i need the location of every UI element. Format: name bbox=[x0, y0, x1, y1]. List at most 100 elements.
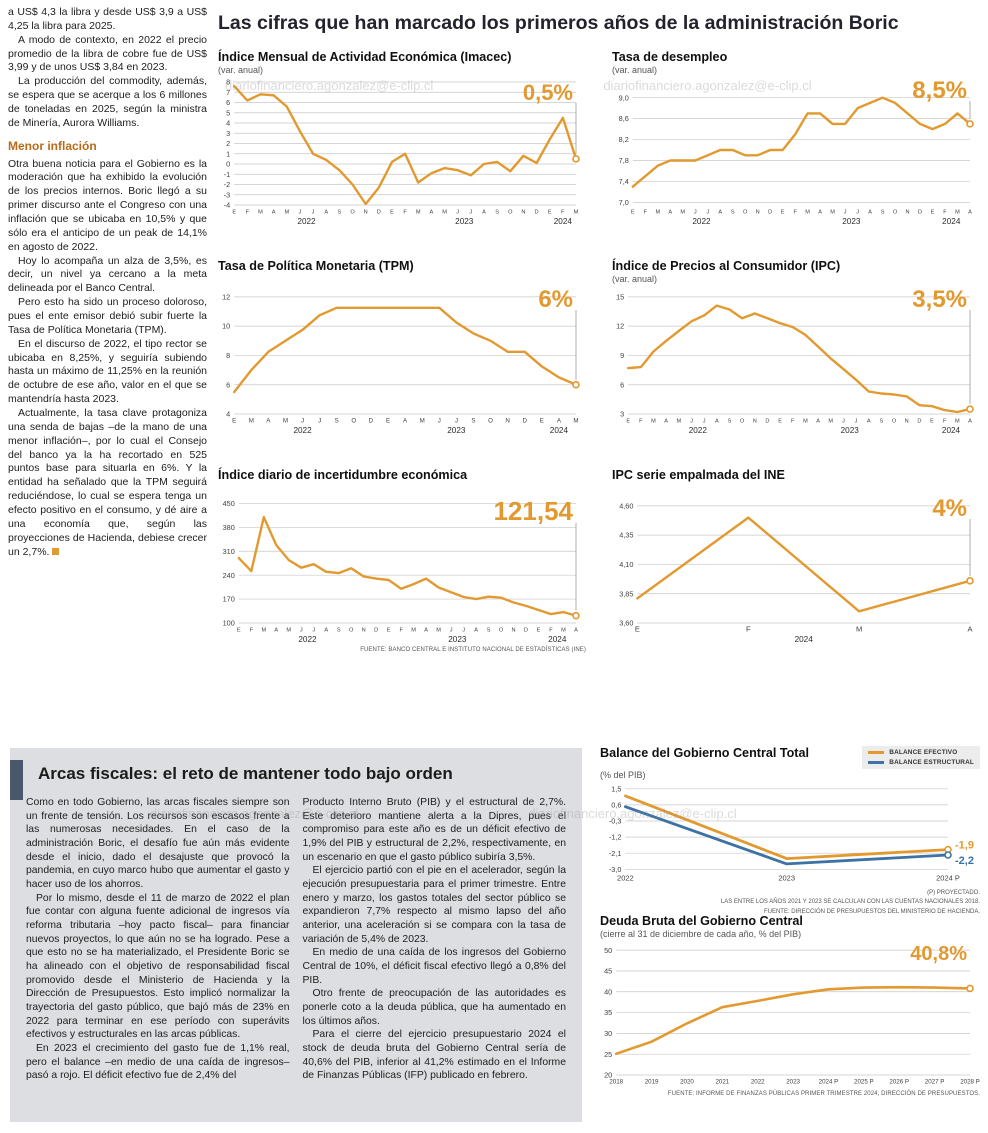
chart-title: Tasa de Política Monetaria (TPM) bbox=[218, 259, 414, 273]
chart-subtitle bbox=[218, 274, 586, 285]
svg-text:M: M bbox=[828, 419, 833, 425]
chart-plot-tpm: 12 10 8 6 4 E M A M J J S O D E A M J J S O N D E A M 2022 2023 2024… bbox=[218, 285, 586, 437]
svg-text:-2: -2 bbox=[224, 180, 231, 189]
chart-plot-ipc-empalmada: 4,60 4,35 4,10 3,85 3,60 E F M A 2024 4% bbox=[612, 494, 980, 646]
chart-source bbox=[612, 438, 980, 446]
svg-text:M: M bbox=[284, 210, 289, 216]
chart-subtitle: (% del PIB) bbox=[600, 770, 646, 780]
svg-text:2023: 2023 bbox=[778, 874, 795, 883]
svg-text:7,0: 7,0 bbox=[619, 198, 629, 207]
svg-text:N: N bbox=[905, 419, 909, 425]
chart-plot-desempleo: 9,0 8,6 8,2 7,8 7,4 7,0 E F M A M J J A S O N D E F M A M J J A S O… bbox=[612, 76, 980, 228]
svg-text:M: M bbox=[442, 210, 447, 216]
svg-text:J: J bbox=[438, 418, 441, 425]
chart-footnotes: (P) PROYECTADO. LAS ENTRE LOS AÑOS 2021 … bbox=[600, 889, 980, 917]
svg-text:N: N bbox=[505, 418, 509, 425]
svg-text:2020: 2020 bbox=[680, 1079, 694, 1086]
article-subhead: Menor inflación bbox=[8, 138, 97, 153]
svg-text:F: F bbox=[403, 210, 407, 216]
svg-text:S: S bbox=[487, 628, 491, 634]
chart-imacec: Índice Mensual de Actividad Económica (I… bbox=[218, 50, 586, 237]
svg-text:O: O bbox=[351, 418, 356, 425]
fiscal-article-columns: Como en todo Gobierno, las arcas fiscale… bbox=[10, 788, 582, 1083]
svg-text:A: A bbox=[718, 210, 722, 216]
svg-text:J: J bbox=[706, 210, 709, 216]
chart-plot-deuda: 50 45 40 35 30 25 20 2018 2019 2020 2021 2022 2023 20… bbox=[600, 940, 980, 1090]
chart-incertidumbre: Índice diario de incertidumbre económica… bbox=[218, 468, 586, 655]
svg-text:M: M bbox=[680, 210, 685, 216]
svg-text:F: F bbox=[399, 628, 403, 634]
svg-text:2023: 2023 bbox=[842, 217, 861, 226]
svg-text:6%: 6% bbox=[538, 286, 573, 313]
article-paragraph: Pero esto ha sido un proceso doloroso, p… bbox=[8, 296, 207, 336]
svg-text:M: M bbox=[803, 419, 808, 425]
svg-text:J: J bbox=[855, 419, 858, 425]
legend-label: BALANCE ESTRUCTURAL bbox=[889, 759, 974, 766]
svg-text:E: E bbox=[390, 210, 394, 216]
svg-text:A: A bbox=[266, 418, 271, 425]
svg-text:J: J bbox=[703, 419, 706, 425]
svg-text:A: A bbox=[324, 628, 328, 634]
svg-text:A: A bbox=[867, 419, 871, 425]
svg-text:E: E bbox=[386, 418, 390, 425]
svg-text:O: O bbox=[350, 210, 355, 216]
svg-text:E: E bbox=[626, 419, 630, 425]
svg-text:2022: 2022 bbox=[689, 426, 708, 435]
svg-text:J: J bbox=[690, 419, 693, 425]
svg-text:2023: 2023 bbox=[448, 635, 467, 644]
svg-text:N: N bbox=[756, 210, 760, 216]
left-article: a US$ 4,3 la libra y desde US$ 3,9 a US$… bbox=[8, 6, 207, 559]
legend-swatch-estructural bbox=[868, 761, 885, 764]
svg-text:3,5%: 3,5% bbox=[912, 286, 967, 313]
svg-text:A: A bbox=[557, 418, 562, 425]
svg-text:6: 6 bbox=[226, 98, 230, 107]
fiscal-article-box: Arcas fiscales: el reto de mantener todo… bbox=[10, 748, 582, 1122]
fiscal-article-col1: Como en todo Gobierno, las arcas fiscale… bbox=[26, 796, 290, 1083]
svg-text:M: M bbox=[573, 418, 578, 425]
svg-text:2022: 2022 bbox=[751, 1079, 765, 1086]
article-paragraph: Otro frente de preocupación de las autor… bbox=[302, 988, 567, 1027]
svg-text:F: F bbox=[943, 210, 947, 216]
svg-text:S: S bbox=[881, 210, 885, 216]
svg-text:2: 2 bbox=[226, 139, 230, 148]
svg-text:M: M bbox=[856, 625, 862, 634]
svg-text:F: F bbox=[246, 210, 250, 216]
svg-text:4: 4 bbox=[226, 119, 230, 128]
chart-tpm: Tasa de Política Monetaria (TPM) 12 10 8 6 4… bbox=[218, 259, 586, 446]
chart-subtitle: (var. anual) bbox=[612, 65, 658, 75]
svg-text:J: J bbox=[462, 628, 465, 634]
article-end-mark bbox=[52, 547, 60, 555]
svg-text:6: 6 bbox=[620, 380, 624, 389]
svg-text:40,8%: 40,8% bbox=[910, 943, 967, 965]
svg-text:8,6: 8,6 bbox=[619, 114, 629, 123]
svg-text:8,2: 8,2 bbox=[619, 135, 629, 144]
chart-plot-incertidumbre: 450 380 310 240 170 100 E F M A M J J A S O N D E F M A M J J A S O… bbox=[218, 494, 586, 646]
svg-text:2022: 2022 bbox=[293, 426, 312, 435]
svg-text:4,35: 4,35 bbox=[619, 531, 633, 540]
svg-text:M: M bbox=[416, 210, 421, 216]
svg-text:A: A bbox=[715, 419, 719, 425]
svg-text:45: 45 bbox=[604, 967, 612, 976]
svg-text:4: 4 bbox=[226, 410, 230, 419]
charts-grid: Índice Mensual de Actividad Económica (I… bbox=[218, 50, 980, 655]
svg-text:J: J bbox=[856, 210, 859, 216]
svg-text:A: A bbox=[272, 210, 276, 216]
chart-subtitle: (var. anual) bbox=[612, 274, 658, 284]
fiscal-article-title: Arcas fiscales: el reto de mantener todo… bbox=[38, 764, 453, 783]
svg-text:N: N bbox=[521, 210, 525, 216]
svg-text:F: F bbox=[639, 419, 643, 425]
article-paragraph: En el discurso de 2022, el tipo rector s… bbox=[8, 337, 207, 406]
svg-text:D: D bbox=[374, 628, 378, 634]
svg-text:E: E bbox=[387, 628, 391, 634]
svg-text:2024: 2024 bbox=[554, 217, 573, 226]
svg-text:2022: 2022 bbox=[298, 635, 317, 644]
svg-text:2023: 2023 bbox=[786, 1079, 800, 1086]
article-paragraph: El ejercicio partió con el pie en el ace… bbox=[302, 865, 567, 945]
svg-text:A: A bbox=[968, 419, 972, 425]
chart-source bbox=[612, 229, 980, 237]
svg-text:M: M bbox=[955, 419, 960, 425]
svg-text:S: S bbox=[338, 210, 342, 216]
svg-text:-3,0: -3,0 bbox=[609, 865, 622, 874]
svg-text:F: F bbox=[943, 419, 947, 425]
svg-text:2022: 2022 bbox=[297, 217, 316, 226]
